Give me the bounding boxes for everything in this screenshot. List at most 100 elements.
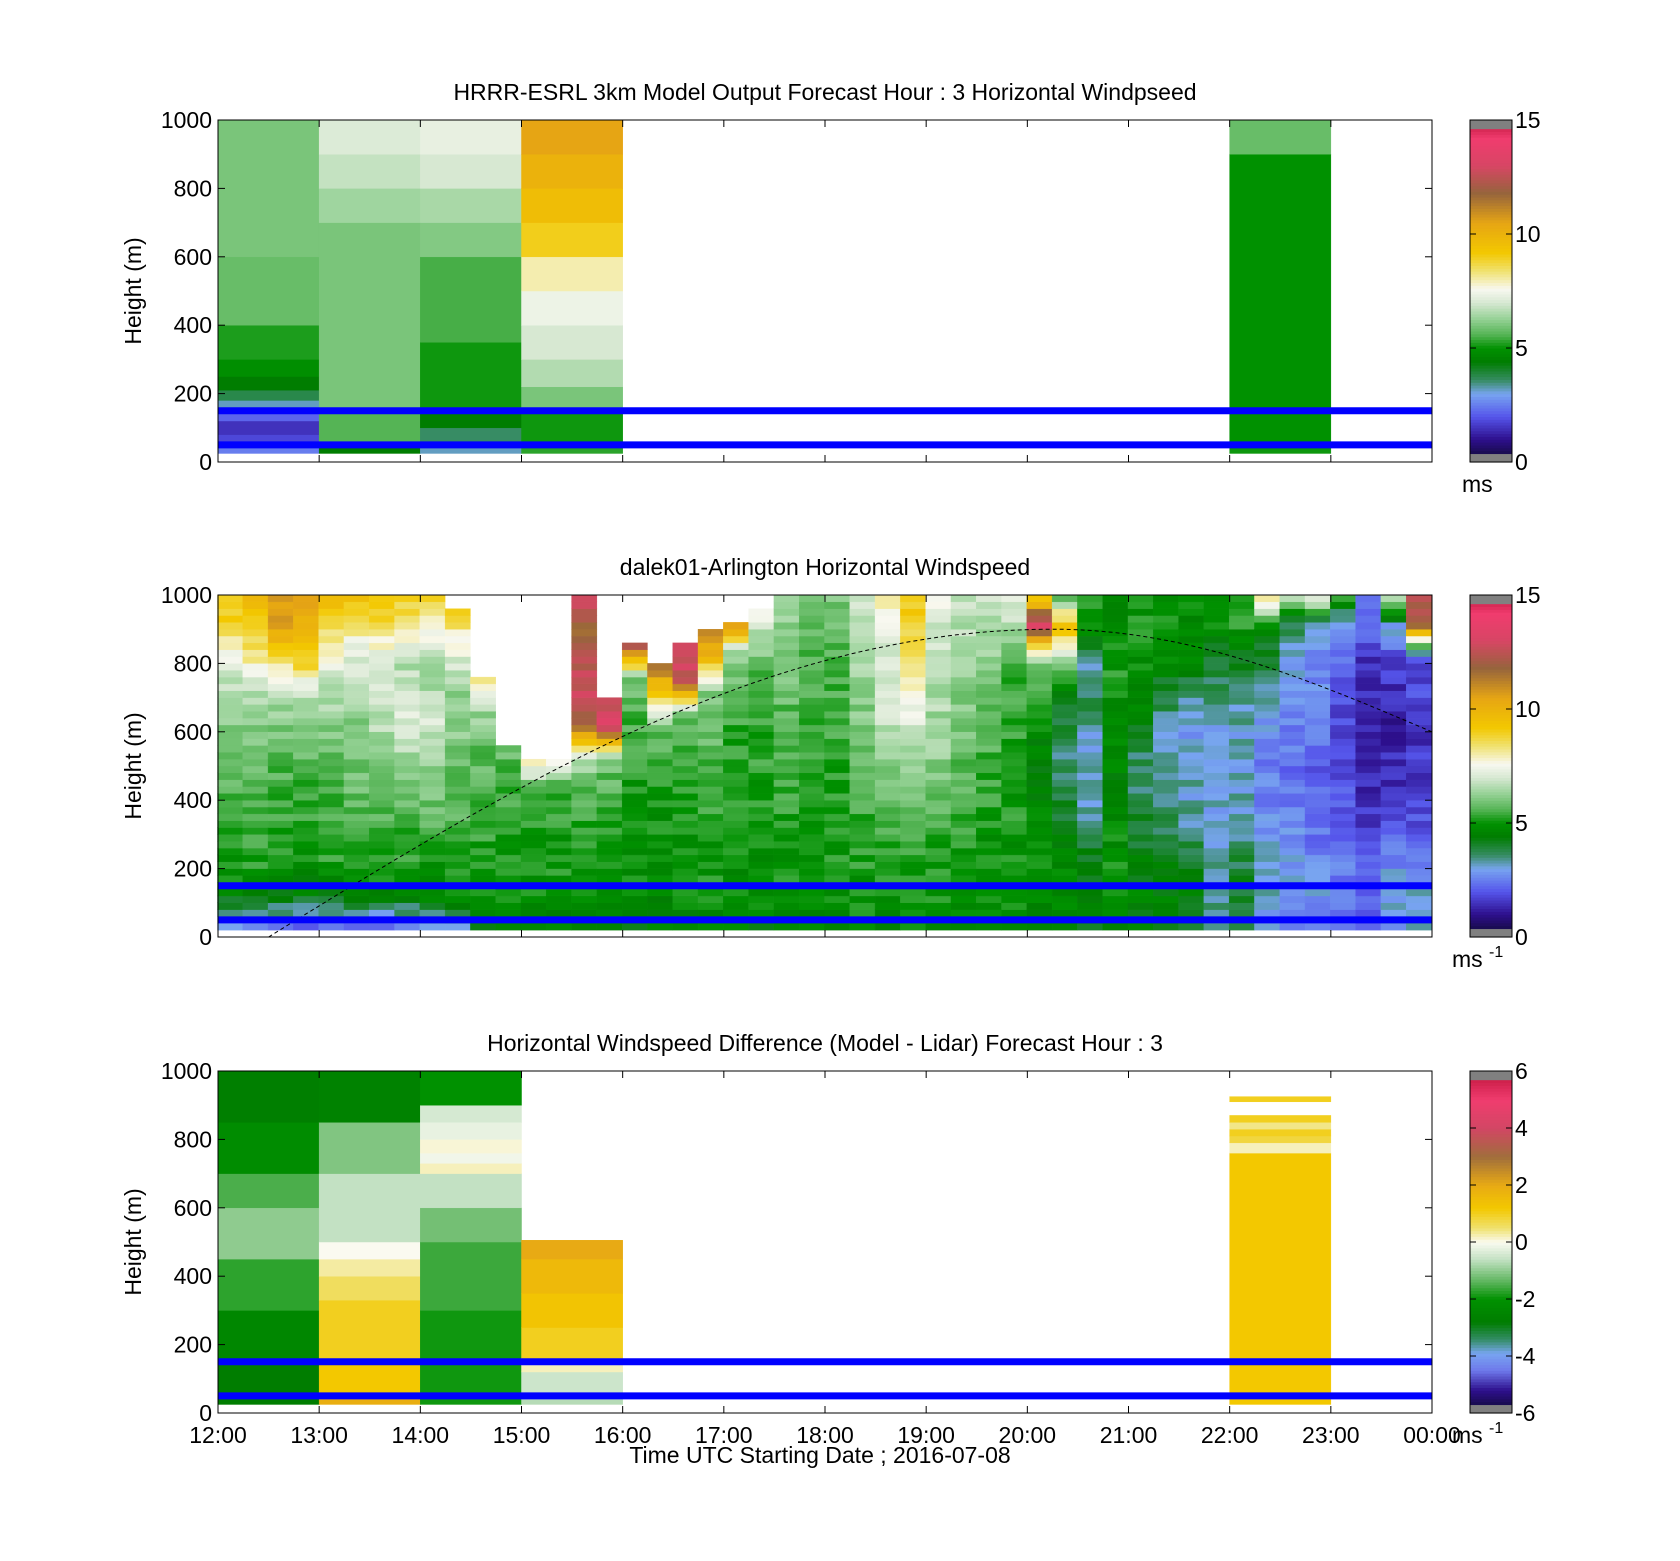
heatmap-cell <box>1355 779 1382 787</box>
colorbar-tick-label: 15 <box>1515 582 1541 608</box>
heatmap-cell <box>697 704 724 712</box>
heatmap-cell <box>1228 813 1255 821</box>
colorbar-unit-label: ms <box>1452 946 1483 972</box>
heatmap-cell <box>1279 622 1306 630</box>
heatmap-cell <box>1127 834 1154 842</box>
heatmap-cell <box>1279 683 1306 691</box>
heatmap-cell <box>470 888 496 897</box>
colorbar-segment <box>1470 894 1512 898</box>
heatmap-cell <box>495 772 522 780</box>
heatmap-cell <box>900 670 926 678</box>
colorbar-segment <box>1470 646 1512 650</box>
heatmap-cell <box>723 841 749 849</box>
heatmap-cell <box>520 875 547 883</box>
heatmap-cell <box>1279 635 1306 644</box>
heatmap-cell <box>394 875 421 883</box>
heatmap-cell <box>444 656 471 664</box>
colorbar-segment <box>1470 888 1512 892</box>
colorbar-segment <box>1470 897 1512 901</box>
heatmap-cell <box>1330 758 1356 767</box>
heatmap-cell <box>596 779 623 787</box>
heatmap-cell <box>874 800 901 808</box>
heatmap-cell <box>672 806 699 815</box>
heatmap-cell <box>976 683 1002 691</box>
heatmap-cell <box>242 813 269 821</box>
heatmap-cell <box>1026 786 1053 794</box>
heatmap-cell <box>1380 697 1407 705</box>
heatmap-cell <box>1304 772 1331 780</box>
heatmap-cell <box>343 861 370 869</box>
heatmap-cell <box>1380 854 1407 862</box>
colorbar-segment <box>1470 353 1512 358</box>
heatmap-cell <box>773 923 800 931</box>
heatmap-cell <box>1279 888 1306 897</box>
y-tick-label: 800 <box>174 650 212 676</box>
heatmap-cell <box>217 752 243 760</box>
colorbar-segment <box>1470 154 1512 158</box>
heatmap-cell <box>217 1122 320 1174</box>
heatmap-cell <box>596 765 623 774</box>
colorbar-segment <box>1470 734 1512 739</box>
heatmap-cell <box>672 888 699 897</box>
heatmap-cell <box>723 854 749 862</box>
colorbar-segment <box>1470 1358 1512 1363</box>
heatmap-cell <box>1127 827 1154 835</box>
heatmap-cell <box>1203 649 1230 657</box>
heatmap-cell <box>874 854 901 862</box>
heatmap-cell <box>343 724 370 733</box>
heatmap-cell <box>723 704 749 712</box>
heatmap-cell <box>1077 717 1103 726</box>
heatmap-cell <box>1051 697 1078 705</box>
heatmap-cell <box>1279 895 1306 904</box>
heatmap-cell <box>1178 717 1205 726</box>
heatmap-cell <box>723 765 749 774</box>
heatmap-cell <box>799 861 825 869</box>
heatmap-cell <box>1406 697 1432 705</box>
heatmap-cell <box>1304 697 1331 705</box>
heatmap-cell <box>394 847 421 856</box>
heatmap-cell <box>773 875 800 883</box>
heatmap-cell <box>217 642 243 650</box>
heatmap-cell <box>369 697 395 705</box>
colorbar-segment <box>1470 620 1512 625</box>
heatmap-cell <box>647 868 673 876</box>
heatmap-cell <box>1304 622 1331 630</box>
colorbar-segment <box>1470 125 1512 130</box>
heatmap-cell <box>697 895 724 904</box>
heatmap-cell <box>1229 153 1332 446</box>
heatmap-cell <box>824 622 850 630</box>
heatmap-cell <box>343 738 370 746</box>
heatmap-cell <box>1051 765 1078 774</box>
heatmap-cell <box>495 800 522 808</box>
heatmap-cell <box>824 745 850 753</box>
heatmap-cell <box>1380 875 1407 883</box>
colorbar-segment <box>1470 1099 1512 1103</box>
colorbar-segment <box>1470 1373 1512 1377</box>
heatmap-cell <box>318 786 345 794</box>
heatmap-cell <box>874 772 901 780</box>
colorbar-segment <box>1470 1270 1512 1274</box>
heatmap-cell <box>318 724 345 733</box>
heatmap-cell <box>419 909 446 917</box>
heatmap-cell <box>697 806 724 815</box>
colorbar-segment <box>1470 288 1512 292</box>
heatmap-cell <box>1355 772 1382 780</box>
heatmap-cell <box>267 717 294 726</box>
heatmap-cell <box>1051 608 1078 616</box>
heatmap-cell <box>1304 895 1331 904</box>
heatmap-cell <box>1051 615 1078 623</box>
heatmap-cell <box>1228 895 1255 904</box>
heatmap-cell <box>900 676 926 685</box>
heatmap-cell <box>1355 923 1382 931</box>
heatmap-cell <box>1001 601 1028 609</box>
heatmap-cell <box>621 758 648 767</box>
heatmap-cell <box>242 745 269 753</box>
heatmap-cell <box>369 656 395 664</box>
heatmap-cell <box>1102 724 1129 733</box>
heatmap-cell <box>874 635 901 644</box>
heatmap-cell <box>1102 683 1129 691</box>
heatmap-cell <box>318 834 345 842</box>
heatmap-cell <box>824 841 850 849</box>
heatmap-cell <box>1026 745 1053 753</box>
heatmap-cell <box>874 909 901 917</box>
